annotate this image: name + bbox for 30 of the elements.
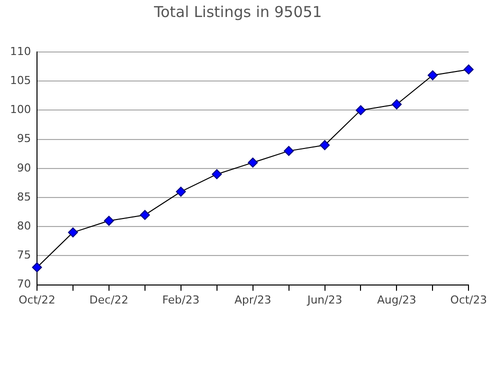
y-tick-label: 90 <box>16 161 31 174</box>
y-tick-label: 105 <box>10 74 31 87</box>
point <box>356 105 366 116</box>
point <box>248 158 258 168</box>
x-tick-label: Jun/23 <box>306 293 342 306</box>
point <box>32 262 42 272</box>
y-tick-label: 75 <box>16 248 31 262</box>
point <box>212 169 222 180</box>
x-tick-label: Feb/23 <box>162 293 200 306</box>
y-tick-label: 95 <box>16 132 31 146</box>
point <box>68 227 78 238</box>
x-tick-label: Oct/23 <box>450 293 488 306</box>
y-tick-label: 100 <box>10 103 31 116</box>
y-tick-label: 85 <box>16 190 31 204</box>
point <box>320 140 330 150</box>
x-tick-label: Apr/23 <box>234 293 272 306</box>
point <box>176 186 186 197</box>
point <box>140 210 150 220</box>
y-tick-label: 110 <box>10 44 31 58</box>
point <box>104 216 114 226</box>
x-tick-label: Dec/22 <box>89 293 128 306</box>
point <box>392 99 402 110</box>
point <box>284 146 294 156</box>
point <box>464 64 474 74</box>
chart-title: Total Listings in 95051 <box>153 2 322 21</box>
x-tick-label: Oct/22 <box>18 293 56 306</box>
x-tick-label: Aug/23 <box>377 293 416 306</box>
y-tick-label: 80 <box>16 219 31 232</box>
y-tick-label: 70 <box>16 278 31 291</box>
point <box>428 70 438 80</box>
